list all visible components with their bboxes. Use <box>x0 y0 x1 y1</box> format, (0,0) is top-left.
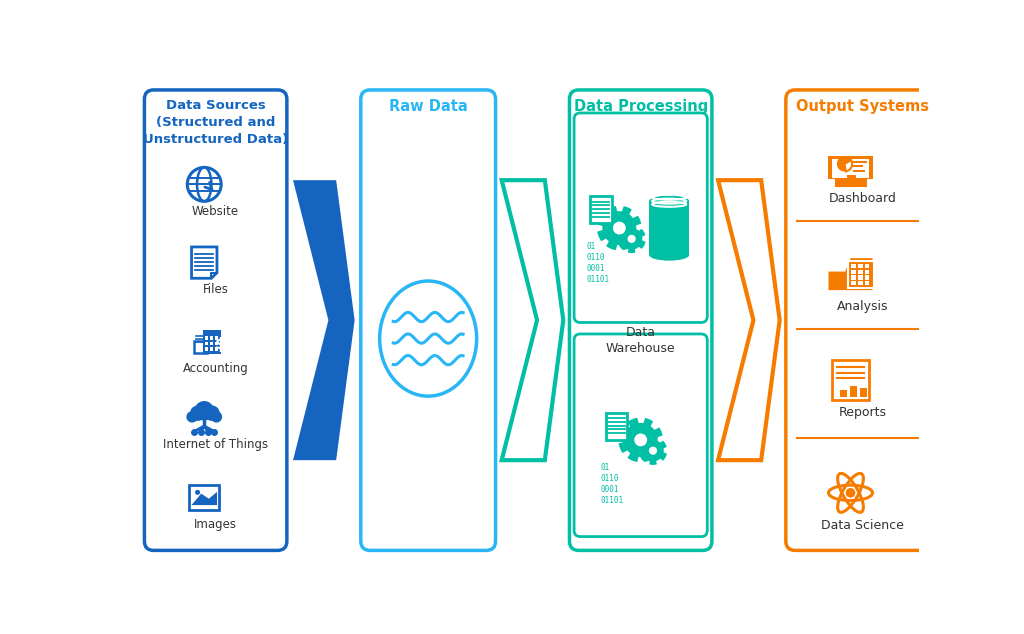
FancyBboxPatch shape <box>205 336 208 340</box>
Polygon shape <box>191 247 217 278</box>
FancyBboxPatch shape <box>851 281 856 285</box>
FancyBboxPatch shape <box>189 485 219 510</box>
Circle shape <box>190 406 206 421</box>
FancyBboxPatch shape <box>203 330 221 354</box>
Text: Images: Images <box>195 518 238 531</box>
FancyBboxPatch shape <box>144 90 287 550</box>
Text: Data Science: Data Science <box>821 519 904 532</box>
Text: Output Systems: Output Systems <box>797 99 930 114</box>
FancyBboxPatch shape <box>864 264 869 268</box>
Circle shape <box>195 401 214 420</box>
FancyBboxPatch shape <box>858 275 863 280</box>
FancyBboxPatch shape <box>605 413 628 439</box>
Ellipse shape <box>649 249 689 261</box>
Text: Internet of Things: Internet of Things <box>163 437 268 451</box>
Text: Dashboard: Dashboard <box>828 192 897 205</box>
FancyBboxPatch shape <box>828 156 872 179</box>
FancyBboxPatch shape <box>853 160 866 163</box>
FancyBboxPatch shape <box>848 261 873 288</box>
Circle shape <box>195 490 200 495</box>
FancyBboxPatch shape <box>210 347 213 351</box>
FancyBboxPatch shape <box>851 269 856 274</box>
Text: Website: Website <box>193 205 240 218</box>
FancyBboxPatch shape <box>215 347 218 351</box>
FancyBboxPatch shape <box>850 385 857 397</box>
Text: Files: Files <box>203 283 228 297</box>
Polygon shape <box>191 492 217 505</box>
Ellipse shape <box>380 281 477 396</box>
Polygon shape <box>718 180 779 460</box>
Polygon shape <box>639 436 667 465</box>
FancyBboxPatch shape <box>205 347 208 351</box>
Text: $: $ <box>215 337 225 352</box>
FancyBboxPatch shape <box>215 336 218 340</box>
Circle shape <box>186 411 198 422</box>
Polygon shape <box>502 180 563 460</box>
FancyBboxPatch shape <box>785 90 940 550</box>
Circle shape <box>628 235 636 243</box>
Text: Data
Warehouse: Data Warehouse <box>606 325 676 354</box>
Polygon shape <box>597 206 641 250</box>
Circle shape <box>649 446 657 455</box>
Circle shape <box>846 488 855 498</box>
Wedge shape <box>845 160 852 171</box>
FancyBboxPatch shape <box>864 269 869 274</box>
FancyBboxPatch shape <box>833 360 868 400</box>
FancyBboxPatch shape <box>853 169 864 172</box>
Text: Analysis: Analysis <box>837 301 889 313</box>
FancyBboxPatch shape <box>590 196 611 223</box>
Text: 01
0110
0001
01101: 01 0110 0001 01101 <box>587 242 609 284</box>
Wedge shape <box>837 157 851 172</box>
FancyBboxPatch shape <box>851 275 856 280</box>
FancyBboxPatch shape <box>574 113 708 323</box>
Text: Data Sources
(Structured and
Unstructured Data): Data Sources (Structured and Unstructure… <box>143 99 289 146</box>
FancyBboxPatch shape <box>215 342 218 345</box>
FancyBboxPatch shape <box>851 264 856 268</box>
Polygon shape <box>617 224 645 253</box>
FancyBboxPatch shape <box>210 336 213 340</box>
Polygon shape <box>649 201 689 255</box>
FancyBboxPatch shape <box>853 165 862 167</box>
Polygon shape <box>828 258 872 290</box>
Circle shape <box>211 411 222 422</box>
FancyBboxPatch shape <box>574 334 708 536</box>
Text: Reports: Reports <box>839 406 887 419</box>
Ellipse shape <box>649 195 689 207</box>
FancyBboxPatch shape <box>210 342 213 345</box>
FancyBboxPatch shape <box>831 159 869 178</box>
FancyBboxPatch shape <box>205 342 208 345</box>
Text: Accounting: Accounting <box>182 361 249 375</box>
Text: Raw Data: Raw Data <box>389 99 468 114</box>
FancyBboxPatch shape <box>360 90 496 550</box>
FancyBboxPatch shape <box>860 388 867 397</box>
FancyBboxPatch shape <box>864 281 869 285</box>
FancyBboxPatch shape <box>840 390 847 397</box>
FancyBboxPatch shape <box>858 269 863 274</box>
Circle shape <box>613 222 626 235</box>
Text: Data Processing: Data Processing <box>573 99 708 114</box>
FancyBboxPatch shape <box>864 275 869 280</box>
Polygon shape <box>618 418 663 462</box>
FancyBboxPatch shape <box>569 90 712 550</box>
FancyBboxPatch shape <box>858 264 863 268</box>
FancyBboxPatch shape <box>858 281 863 285</box>
Text: 01
0110
0001
01101: 01 0110 0001 01101 <box>601 463 624 505</box>
Circle shape <box>204 406 220 421</box>
Polygon shape <box>293 180 354 460</box>
Circle shape <box>634 434 647 446</box>
FancyBboxPatch shape <box>195 340 207 353</box>
